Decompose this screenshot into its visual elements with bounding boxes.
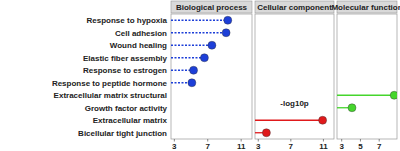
dot: [222, 29, 230, 37]
stick: [337, 95, 394, 96]
tick-label: 5: [358, 142, 363, 151]
dot: [188, 79, 196, 87]
dot: [348, 104, 356, 112]
marks: [255, 116, 327, 137]
marks: [337, 91, 397, 112]
category-label: Growth factor activity: [85, 104, 168, 113]
panel-frame: [337, 14, 397, 139]
stick: [171, 20, 228, 21]
dot: [319, 116, 327, 124]
stick: [171, 57, 204, 58]
panel-title: Cellular component: [257, 3, 332, 12]
chart: Response to hypoxia Cell adhesion Wound he…: [0, 0, 400, 151]
dot: [190, 66, 198, 74]
marks: [171, 16, 232, 87]
stick: [255, 120, 323, 121]
strip: [171, 1, 252, 13]
panel-frame: [171, 14, 252, 139]
category-label: Extracellular matrix: [93, 116, 168, 125]
stick: [171, 32, 226, 33]
dot: [208, 41, 216, 49]
tick-label: 3: [172, 142, 177, 151]
axis-title: -log10p: [280, 99, 309, 108]
tick-label: 11: [319, 142, 328, 151]
category-label: Response to estrogen: [83, 66, 167, 75]
tick-label: 7: [377, 142, 382, 151]
dot: [200, 54, 208, 62]
category-label: Extracellular matrix structural: [54, 91, 167, 100]
category-label: Elastic fiber assembly: [83, 54, 168, 63]
tick-label: 7: [289, 142, 294, 151]
category-label: Cell adhesion: [115, 29, 167, 38]
tick-label: 7: [206, 142, 211, 151]
panel-title: Molecular function: [331, 3, 400, 12]
dot: [262, 129, 270, 137]
dot: [390, 91, 397, 99]
category-label: Response to hypoxia: [87, 16, 168, 25]
stick: [171, 45, 212, 46]
panel-title: Biological process: [176, 3, 248, 12]
category-label: Response to peptide hormone: [52, 79, 168, 88]
panel-frame: [255, 14, 334, 139]
dot: [224, 16, 232, 24]
category-label: Bicellular tight junction: [78, 129, 167, 138]
tick-label: 11: [237, 142, 246, 151]
strip: [255, 1, 334, 13]
tick-label: 3: [256, 142, 261, 151]
category-label: Wound healing: [110, 41, 167, 50]
tick-label: 3: [339, 142, 344, 151]
